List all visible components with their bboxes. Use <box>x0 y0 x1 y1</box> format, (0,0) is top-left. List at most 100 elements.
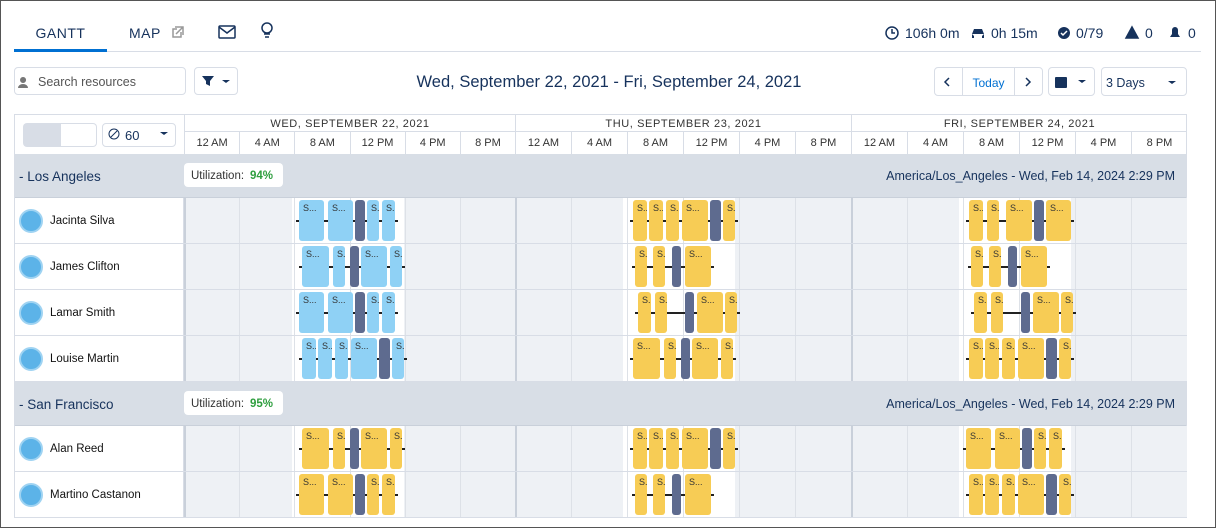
appointment-block[interactable]: S... <box>1002 474 1015 515</box>
appointment-block[interactable]: S... <box>653 474 665 515</box>
break-block[interactable] <box>1046 474 1057 515</box>
toggle-lock[interactable] <box>61 124 96 146</box>
appointment-block[interactable]: S... <box>382 474 395 515</box>
appointment-block[interactable]: S... <box>361 428 387 469</box>
appointment-block[interactable]: S... <box>985 338 999 379</box>
resource-name[interactable]: Louise Martin <box>50 353 120 365</box>
interval-select[interactable]: 60 <box>102 123 176 147</box>
appointment-block[interactable]: S... <box>1018 474 1044 515</box>
appointment-block[interactable]: S... <box>1061 292 1073 333</box>
appointment-block[interactable]: S... <box>328 200 353 241</box>
appointment-block[interactable]: S... <box>1018 338 1044 379</box>
appointment-block[interactable]: S... <box>697 292 723 333</box>
appointment-block[interactable]: S... <box>649 428 663 469</box>
appointment-block[interactable]: S... <box>971 246 983 287</box>
appointment-block[interactable]: S... <box>367 474 379 515</box>
appointment-block[interactable]: S... <box>692 338 718 379</box>
break-block[interactable] <box>681 338 690 379</box>
appointment-block[interactable]: S... <box>299 200 324 241</box>
resource-name[interactable]: James Clifton <box>50 261 120 273</box>
view-select[interactable]: 3 Days <box>1101 67 1187 96</box>
appointment-block[interactable]: S... <box>633 428 647 469</box>
appointment-block[interactable]: S... <box>318 338 332 379</box>
appointment-block[interactable]: S... <box>635 246 647 287</box>
appointment-block[interactable]: S... <box>723 428 735 469</box>
resource-name[interactable]: Lamar Smith <box>50 307 116 319</box>
break-block[interactable] <box>710 200 721 241</box>
appointment-block[interactable]: S... <box>974 292 987 333</box>
appointment-block[interactable]: S... <box>335 338 348 379</box>
appointment-block[interactable]: S... <box>328 474 353 515</box>
appointment-block[interactable]: S... <box>685 246 711 287</box>
appointment-block[interactable]: S... <box>392 338 404 379</box>
appointment-block[interactable]: S... <box>302 338 316 379</box>
appointment-block[interactable]: S... <box>682 428 708 469</box>
appointment-block[interactable]: S... <box>390 428 402 469</box>
appointment-block[interactable]: S... <box>1021 246 1047 287</box>
appointment-block[interactable]: S... <box>299 292 324 333</box>
appointment-block[interactable]: S... <box>1006 200 1032 241</box>
appointment-block[interactable]: S... <box>723 200 735 241</box>
appointment-block[interactable]: S... <box>666 200 679 241</box>
appointment-block[interactable]: S... <box>995 428 1020 469</box>
appointment-block[interactable]: S... <box>299 474 324 515</box>
next-button[interactable] <box>1014 67 1043 96</box>
appointment-block[interactable]: S... <box>382 200 395 241</box>
appointment-block[interactable]: S... <box>328 292 353 333</box>
appointment-block[interactable]: S... <box>1046 200 1071 241</box>
appointment-block[interactable]: S... <box>333 428 345 469</box>
filter-button[interactable] <box>194 67 238 95</box>
appointment-block[interactable]: S... <box>1034 428 1046 469</box>
break-block[interactable] <box>355 474 365 515</box>
appointment-block[interactable]: S... <box>666 428 679 469</box>
break-block[interactable] <box>379 338 390 379</box>
appointment-block[interactable]: S... <box>382 292 395 333</box>
break-block[interactable] <box>710 428 721 469</box>
appointment-block[interactable]: S... <box>333 246 345 287</box>
appointment-block[interactable]: S... <box>987 200 999 241</box>
tab[interactable]: GANTT <box>35 25 86 41</box>
break-block[interactable] <box>672 474 681 515</box>
appointment-block[interactable]: S... <box>991 292 1003 333</box>
appointment-block[interactable]: S... <box>367 292 379 333</box>
group-name[interactable]: - San Francisco <box>19 397 114 412</box>
break-block[interactable] <box>1022 428 1032 469</box>
appointment-block[interactable]: S... <box>649 200 663 241</box>
appointment-block[interactable]: S... <box>985 474 999 515</box>
appointment-block[interactable]: S... <box>302 246 329 287</box>
appointment-block[interactable]: S... <box>664 338 676 379</box>
break-block[interactable] <box>1021 292 1030 333</box>
today-button[interactable]: Today <box>962 67 1015 96</box>
appointment-block[interactable]: S... <box>1033 292 1059 333</box>
appointment-block[interactable]: S... <box>1059 338 1071 379</box>
break-block[interactable] <box>1008 246 1017 287</box>
appointment-block[interactable]: S... <box>633 200 647 241</box>
break-block[interactable] <box>672 246 681 287</box>
resource-name[interactable]: Jacinta Silva <box>50 215 115 227</box>
appointment-block[interactable]: S... <box>653 246 665 287</box>
appointment-block[interactable]: S... <box>969 474 983 515</box>
appointment-block[interactable]: S... <box>682 200 708 241</box>
break-block[interactable] <box>355 200 365 241</box>
appointment-block[interactable]: S... <box>302 428 329 469</box>
break-block[interactable] <box>355 292 365 333</box>
resource-name[interactable]: Alan Reed <box>50 443 104 455</box>
appointment-block[interactable]: S... <box>351 338 377 379</box>
appointment-block[interactable]: S... <box>989 246 1001 287</box>
appointment-block[interactable]: S... <box>969 200 983 241</box>
tab[interactable]: MAP <box>129 25 161 41</box>
resource-name[interactable]: Martino Castanon <box>50 489 141 501</box>
appointment-block[interactable]: S... <box>966 428 991 469</box>
appointment-block[interactable]: S... <box>635 474 647 515</box>
search-box[interactable] <box>14 67 186 95</box>
calendar-button[interactable] <box>1048 67 1095 96</box>
appointment-block[interactable]: S... <box>655 292 667 333</box>
appointment-block[interactable]: S... <box>685 474 711 515</box>
group-name[interactable]: - Los Angeles <box>19 169 101 184</box>
prev-button[interactable] <box>934 67 963 96</box>
break-block[interactable] <box>1034 200 1044 241</box>
appointment-block[interactable]: S... <box>969 338 983 379</box>
appointment-block[interactable]: S... <box>361 246 387 287</box>
appointment-block[interactable]: S... <box>390 246 402 287</box>
appointment-block[interactable]: S... <box>725 292 737 333</box>
